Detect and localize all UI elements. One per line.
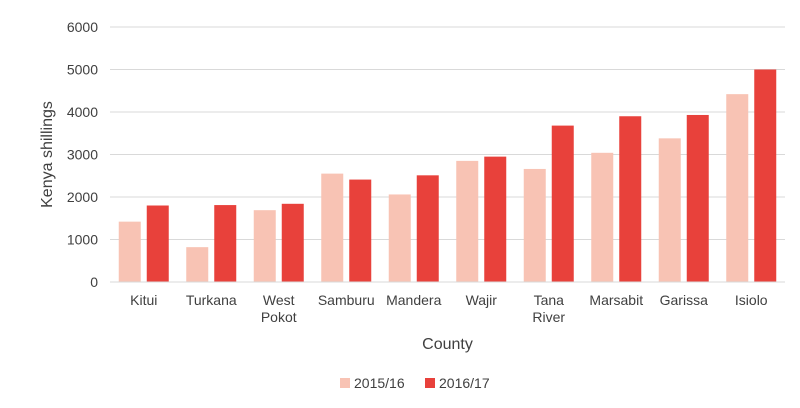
bar-2015-16-4 [388,194,411,282]
bar-2016-17-4 [416,175,439,282]
bar-2016-17-2 [281,203,304,282]
y-tick-label: 6000 [67,19,98,35]
bar-2015-16-9 [726,94,749,283]
bar-2016-17-6 [551,125,574,282]
bar-2015-16-2 [253,210,276,282]
bar-2015-16-5 [456,160,479,282]
y-tick-label: 4000 [67,104,98,120]
x-tick-label: Tana [534,292,565,308]
bar-2015-16-3 [321,173,344,282]
y-axis-title: Kenya shillings [39,101,56,208]
x-tick-label: Turkana [186,292,237,308]
bar-2015-16-8 [658,138,681,282]
bar-2015-16-1 [186,247,209,282]
y-axis-ticks: 0 1000 2000 3000 4000 5000 6000 [67,19,98,290]
bar-2016-17-1 [214,205,237,282]
x-tick-label: Kitui [130,292,157,308]
bar-2016-17-8 [686,114,709,282]
legend: 2015/16 2016/17 [340,375,490,391]
bar-2015-16-7 [591,152,614,282]
bar-2015-16-0 [118,221,141,282]
gridlines [110,26,785,240]
bar-2016-17-5 [484,156,507,282]
legend-swatch-2016-17 [425,378,435,388]
y-tick-label: 0 [90,274,98,290]
x-axis-title: County [422,336,473,353]
bar-2016-17-3 [349,179,372,282]
legend-label-2015-16: 2015/16 [354,375,405,391]
y-tick-label: 5000 [67,62,98,78]
bar-2016-17-0 [146,205,169,282]
bar-2016-17-9 [754,69,777,282]
x-tick-label: Garissa [660,292,708,308]
bar-2015-16-6 [523,168,546,282]
x-tick-label: River [532,309,565,325]
x-tick-label: Pokot [261,309,297,325]
legend-label-2016-17: 2016/17 [439,375,490,391]
y-tick-label: 3000 [67,147,98,163]
x-tick-label: Isiolo [735,292,768,308]
x-tick-label: West [263,292,295,308]
x-tick-label: Samburu [318,292,375,308]
bar-2016-17-7 [619,116,642,282]
bars [118,69,777,283]
x-tick-label: Wajir [466,292,498,308]
x-tick-label: Mandera [386,292,441,308]
y-tick-label: 2000 [67,189,98,205]
x-tick-label: Marsabit [589,292,643,308]
legend-swatch-2015-16 [340,378,350,388]
y-tick-label: 1000 [67,232,98,248]
